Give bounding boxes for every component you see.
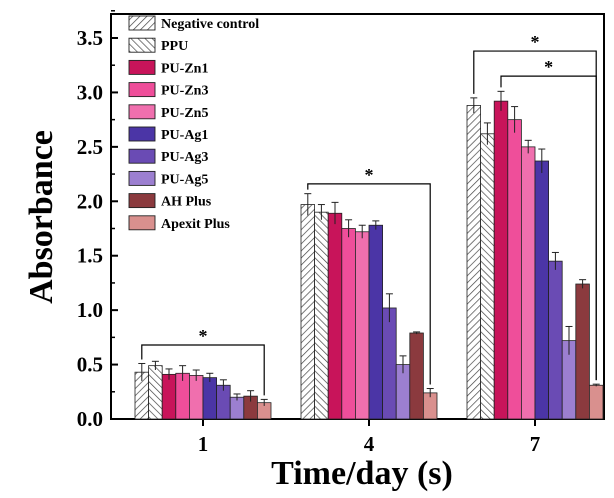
significance-marker: * [199, 326, 208, 346]
legend-item: Negative control [129, 16, 259, 32]
bar [535, 161, 549, 419]
bar [342, 229, 356, 420]
bar [328, 213, 342, 419]
legend-swatch [129, 60, 155, 74]
bar-group [135, 361, 271, 419]
significance-marker: * [544, 57, 553, 77]
legend-swatch [129, 216, 155, 230]
y-tick-label: 1.0 [77, 298, 103, 322]
legend-swatch [129, 83, 155, 97]
legend-item: Apexit Plus [129, 216, 230, 232]
bar [481, 134, 495, 419]
y-tick-label: 0.5 [77, 353, 103, 377]
legend-swatch [129, 16, 155, 30]
x-tick-label: 1 [198, 432, 209, 456]
bar [301, 205, 315, 419]
bar [203, 378, 217, 419]
significance-marker: * [365, 165, 374, 185]
legend-label: Apexit Plus [161, 217, 230, 232]
bar [369, 225, 383, 419]
bar [494, 101, 508, 419]
legend-item: PU-Zn5 [129, 105, 208, 121]
legend-label: PU-Ag1 [161, 128, 208, 143]
bar [189, 375, 203, 419]
bar [508, 120, 522, 419]
legend-swatch [129, 171, 155, 185]
legend-label: PU-Zn3 [161, 84, 208, 99]
legend-swatch [129, 194, 155, 208]
y-tick-label: 1.5 [77, 244, 103, 268]
bar [355, 232, 369, 419]
y-tick-label: 3.0 [77, 80, 103, 104]
bar [549, 261, 563, 419]
legend-item: PU-Ag1 [129, 127, 208, 143]
legend-item: PPU [129, 38, 188, 54]
legend-label: PPU [161, 39, 188, 54]
legend-swatch [129, 38, 155, 52]
legend-item: PU-Zn3 [129, 83, 208, 99]
y-tick-label: 0.0 [77, 407, 103, 431]
y-tick-label: 2.0 [77, 189, 103, 213]
significance-marker: * [531, 32, 540, 52]
bar [467, 105, 481, 419]
legend-item: PU-Ag3 [129, 149, 208, 165]
bar-group [301, 194, 437, 419]
legend-swatch [129, 127, 155, 141]
y-tick-label: 2.5 [77, 135, 103, 159]
bar [162, 374, 176, 419]
x-axis: 1 4 7 [198, 419, 541, 456]
legend-label: PU-Ag5 [161, 172, 208, 187]
legend-item: PU-Ag5 [129, 171, 208, 187]
legend-label: PU-Zn5 [161, 106, 208, 121]
bar [589, 385, 603, 419]
legend-swatch [129, 105, 155, 119]
x-axis-title: Time/day (s) [271, 455, 453, 492]
legend-swatch [129, 149, 155, 163]
legend-label: Negative control [161, 17, 259, 32]
bar [576, 284, 590, 419]
legend: Negative control PPU PU-Zn1 PU-Zn3 PU-Zn5 PU-… [129, 16, 259, 232]
legend-item: AH Plus [129, 194, 212, 210]
bar [149, 366, 163, 419]
y-axis-title: Absorbance [23, 130, 60, 304]
bar [521, 147, 535, 419]
legend-item: PU-Zn1 [129, 60, 208, 76]
bar [315, 212, 329, 419]
bar [383, 308, 397, 419]
legend-label: PU-Zn1 [161, 61, 208, 76]
x-tick-label: 7 [530, 432, 541, 456]
x-tick-label: 4 [364, 432, 375, 456]
bar-group [467, 91, 603, 419]
y-tick-label: 3.5 [77, 26, 103, 50]
legend-label: AH Plus [161, 195, 212, 210]
legend-label: PU-Ag3 [161, 150, 208, 165]
bar [410, 333, 424, 419]
